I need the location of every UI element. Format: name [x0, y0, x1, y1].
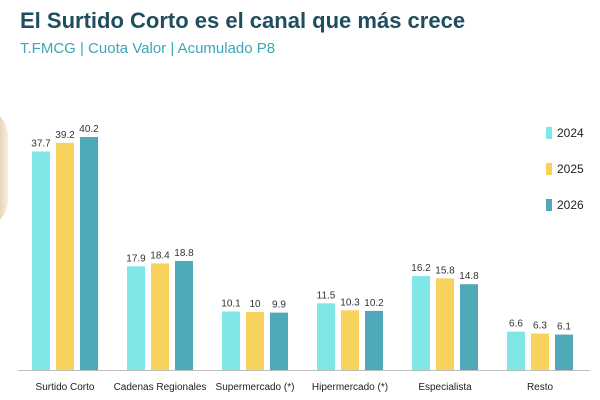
category-labels-group: Surtido Corto Cadenas Regionales Supermerc…: [36, 382, 554, 393]
category-label-surtido-corto: Surtido Corto: [36, 382, 95, 393]
bars-group: [32, 137, 573, 370]
bar-especialista-2026: [460, 284, 478, 370]
legend-item-2024: 2024: [546, 124, 584, 142]
legend-swatch-2025: [546, 163, 552, 175]
value-label-surtido-corto-2026: 40.2: [79, 124, 99, 135]
category-label-hipermercado: Hipermercado (*): [312, 382, 388, 393]
legend-label-2026: 2026: [557, 198, 584, 212]
category-label-resto: Resto: [527, 382, 554, 393]
chart-title: El Surtido Corto es el canal que más cre…: [20, 8, 466, 33]
value-label-supermercado-2026: 9.9: [272, 300, 286, 311]
bar-surtido-corto-2025: [56, 142, 74, 370]
value-label-cadenas-regionales-2025: 18.4: [150, 250, 170, 261]
value-label-cadenas-regionales-2026: 18.8: [174, 248, 194, 259]
value-label-especialista-2024: 16.2: [411, 263, 431, 274]
bar-surtido-corto-2024: [32, 151, 50, 370]
bar-hipermercado-2025: [341, 310, 359, 370]
chart-subtitle: T.FMCG | Cuota Valor | Acumulado P8: [20, 40, 276, 57]
category-label-cadenas-regionales: Cadenas Regionales: [114, 382, 207, 393]
value-label-cadenas-regionales-2024: 17.9: [126, 253, 146, 264]
value-label-resto-2025: 6.3: [533, 321, 547, 332]
bar-supermercado-2024: [222, 311, 240, 370]
category-label-especialista: Especialista: [418, 382, 472, 393]
bar-cadenas-regionales-2026: [175, 261, 193, 370]
value-label-especialista-2025: 15.8: [435, 265, 455, 276]
value-label-supermercado-2024: 10.1: [221, 299, 241, 310]
value-label-surtido-corto-2025: 39.2: [55, 130, 75, 141]
value-label-resto-2024: 6.6: [509, 319, 523, 330]
bar-supermercado-2026: [270, 312, 288, 370]
value-label-especialista-2026: 14.8: [459, 271, 479, 282]
bar-especialista-2025: [436, 278, 454, 370]
value-label-hipermercado-2024: 11.5: [317, 290, 336, 301]
bar-surtido-corto-2026: [80, 137, 98, 370]
value-label-supermercado-2025: 10: [249, 299, 261, 310]
bar-cadenas-regionales-2025: [151, 263, 169, 370]
decorative-edge-image: [0, 108, 8, 228]
bar-resto-2024: [507, 331, 525, 370]
value-label-hipermercado-2026: 10.2: [364, 298, 384, 309]
bar-hipermercado-2026: [365, 310, 383, 370]
bar-hipermercado-2024: [317, 303, 335, 370]
legend-item-2025: 2025: [546, 160, 584, 178]
value-label-resto-2026: 6.1: [557, 322, 571, 333]
legend-label-2025: 2025: [557, 162, 584, 176]
legend-item-2026: 2026: [546, 196, 584, 214]
bar-resto-2025: [531, 333, 549, 370]
bar-especialista-2024: [412, 276, 430, 370]
bar-supermercado-2025: [246, 312, 264, 370]
value-labels-group: 37.7 39.2 40.2 17.9 18.4 18.8 10.1 10 9.9 11.5 10.…: [31, 124, 571, 333]
value-label-hipermercado-2025: 10.3: [340, 297, 360, 308]
bar-cadenas-regionales-2024: [127, 266, 145, 370]
legend-swatch-2024: [546, 127, 552, 139]
legend-swatch-2026: [546, 199, 552, 211]
bar-resto-2026: [555, 334, 573, 370]
category-label-supermercado: Supermercado (*): [216, 382, 295, 393]
legend: 2024 2025 2026: [546, 124, 584, 232]
value-label-surtido-corto-2024: 37.7: [31, 139, 51, 150]
legend-label-2024: 2024: [557, 126, 584, 140]
